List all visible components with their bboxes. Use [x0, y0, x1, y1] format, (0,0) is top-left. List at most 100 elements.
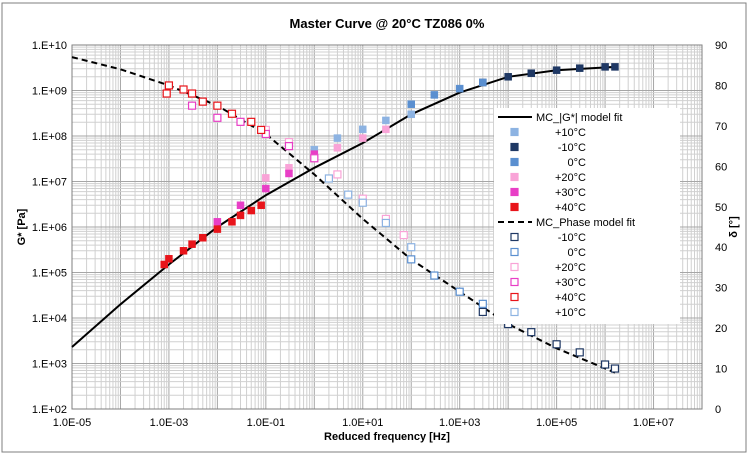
- legend-label: 0°C: [568, 157, 587, 169]
- legend-entry: -10°C: [510, 232, 586, 244]
- phase-series: [162, 81, 266, 135]
- x-tick-label: 1.0E-03: [150, 417, 189, 429]
- legend-label: MC_|G*| model fit: [536, 112, 622, 124]
- phase-data-point: [213, 113, 222, 122]
- y-right-axis-ticks: 0 10 20 30 40 50 60 70 80 90: [715, 40, 727, 416]
- phase-data-point: [213, 101, 222, 110]
- x-tick-label: 1.0E+03: [439, 417, 480, 429]
- phase-data-point: [333, 170, 342, 179]
- x-tick-label: 1.0E-01: [247, 417, 286, 429]
- g-data-point: [179, 247, 188, 255]
- g-data-point: [236, 201, 245, 210]
- phase-data-point: [600, 360, 610, 369]
- phase-data-point: [552, 340, 561, 349]
- legend-entry: 0°C: [510, 157, 587, 169]
- legend-label: 0°C: [568, 247, 587, 259]
- chart-grid: [71, 45, 702, 410]
- y-left-tick-label: 1.E+07: [32, 177, 67, 189]
- legend-entry: +30°C: [510, 277, 586, 289]
- g-data-point: [247, 206, 256, 215]
- legend-entry: +10°C: [510, 127, 586, 139]
- x-axis-ticks: 1.0E-05 1.0E-03 1.0E-01 1.0E+01 1.0E+03 1.0E+…: [53, 417, 674, 429]
- phase-data-point: [164, 81, 174, 90]
- legend-entry: +40°C: [510, 202, 586, 214]
- y-left-tick-label: 1.E+10: [32, 40, 67, 52]
- x-tick-label: 1.0E+01: [342, 417, 383, 429]
- phase-data-point: [575, 348, 584, 357]
- phase-data-point: [478, 307, 487, 317]
- legend-swatch-marker: [510, 247, 519, 257]
- g-data-point: [504, 73, 512, 81]
- legend-label: -10°C: [558, 142, 586, 154]
- phase-data-point: [324, 174, 333, 183]
- g-data-point: [165, 255, 173, 263]
- chart-legend: MC_|G*| model fit +10°C -10°C 0°C +20°C +30°C…: [494, 108, 680, 324]
- g-series: [160, 201, 265, 269]
- phase-data-point: [344, 190, 353, 199]
- y-right-tick-label: 80: [715, 80, 727, 92]
- g-data-point: [236, 211, 245, 220]
- x-tick-label: 1.0E+07: [633, 417, 674, 429]
- y-right-axis-title: δ [°]: [728, 216, 740, 238]
- phase-data-point: [358, 198, 367, 207]
- legend-label: +10°C: [555, 127, 586, 139]
- legend-entry: +20°C: [510, 262, 586, 274]
- phase-data-point: [247, 117, 256, 126]
- phase-data-point: [187, 101, 197, 110]
- g-data-point: [527, 69, 536, 77]
- phase-series: [187, 101, 319, 163]
- chart-title: Master Curve @ 20°C TZ086 0%: [290, 16, 485, 31]
- phase-data-point: [257, 125, 266, 135]
- y-right-tick-label: 10: [715, 364, 727, 376]
- g-series: [407, 78, 487, 108]
- y-right-tick-label: 90: [715, 40, 727, 52]
- g-data-point: [552, 66, 561, 74]
- phase-series: [407, 255, 487, 308]
- legend-label: +40°C: [555, 292, 586, 304]
- y-left-tick-label: 1.E+05: [32, 268, 67, 280]
- legend-swatch-marker: [510, 127, 519, 137]
- legend-entry: MC_Phase model fit: [498, 217, 635, 229]
- g-data-point: [382, 116, 390, 125]
- legend-label: +20°C: [555, 262, 586, 274]
- legend-entry: MC_|G*| model fit: [498, 112, 622, 124]
- legend-entry: +40°C: [510, 292, 586, 304]
- phase-data-point: [284, 142, 294, 151]
- phase-data-point: [198, 97, 207, 106]
- legend-label: +10°C: [555, 307, 586, 319]
- g-data-point: [188, 240, 196, 248]
- legend-entry: +20°C: [510, 172, 586, 184]
- legend-label: +30°C: [555, 187, 586, 199]
- g-data-point: [228, 218, 236, 226]
- y-left-axis-ticks: 1.E+02 1.E+03 1.E+04 1.E+05 1.E+06 1.E+07 1.E+…: [32, 40, 67, 416]
- legend-swatch-marker: [510, 307, 519, 317]
- x-axis-title: Reduced frequency [Hz]: [324, 431, 450, 443]
- g-data-point: [407, 110, 415, 119]
- legend-swatch-marker: [510, 232, 519, 242]
- legend-swatch-marker: [510, 202, 519, 212]
- g-data-point: [407, 100, 415, 108]
- g-data-point: [359, 125, 367, 134]
- g-data-point: [285, 169, 293, 178]
- g-data-point: [611, 63, 619, 71]
- legend-label: MC_Phase model fit: [536, 217, 635, 229]
- g-data-point: [213, 218, 222, 226]
- y-left-tick-label: 1.E+06: [32, 222, 67, 234]
- y-left-tick-label: 1.E+09: [32, 86, 67, 98]
- phase-data-point: [610, 364, 620, 373]
- phase-data-point: [407, 255, 416, 264]
- phase-data-point: [430, 271, 439, 280]
- phase-data-point: [227, 109, 237, 118]
- legend-swatch-marker: [510, 277, 519, 287]
- phase-data-point: [236, 117, 245, 126]
- y-right-tick-label: 20: [715, 323, 727, 335]
- legend-swatch-marker: [510, 292, 519, 302]
- g-series: [310, 110, 415, 154]
- phase-data-point: [478, 299, 487, 308]
- g-series: [213, 150, 319, 226]
- g-data-point: [262, 174, 270, 182]
- legend-swatch-marker: [510, 187, 519, 197]
- y-right-tick-label: 50: [715, 202, 727, 214]
- legend-entry: +30°C: [510, 187, 586, 199]
